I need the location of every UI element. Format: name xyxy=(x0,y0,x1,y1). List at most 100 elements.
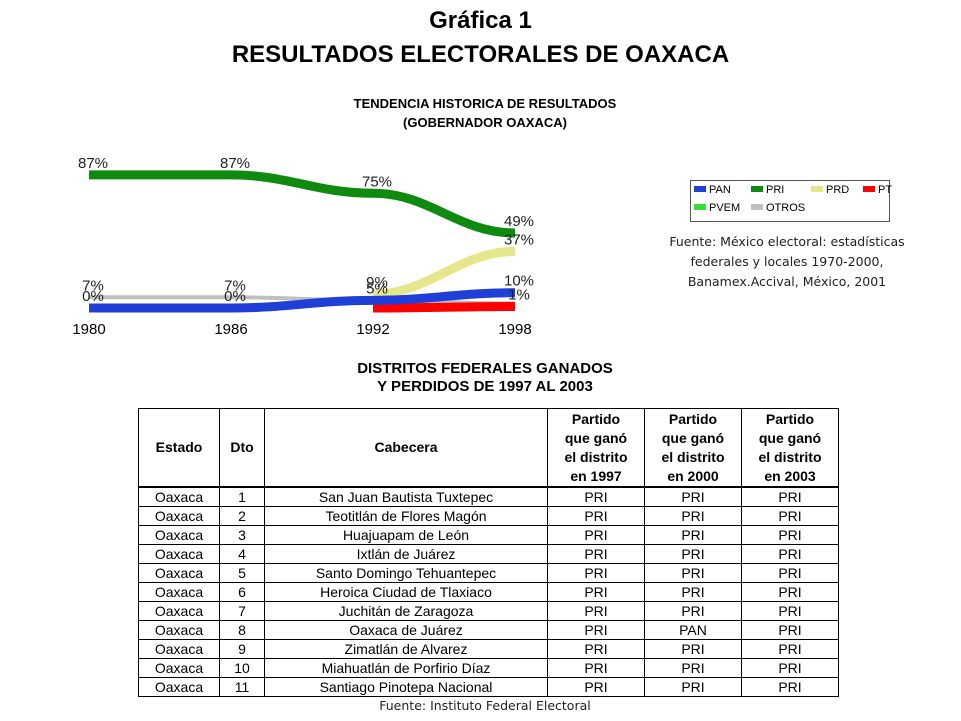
cell-dto: 3 xyxy=(219,525,265,545)
table-title: DISTRITOS FEDERALES GANADOS Y PERDIDOS D… xyxy=(300,360,670,396)
table-source-note: Fuente: Instituto Federal Electoral xyxy=(379,698,591,713)
cell-cabecera: Oaxaca de Juárez xyxy=(264,620,548,640)
cell-partido-2000: PRI xyxy=(644,563,742,583)
cell-partido-1997: PRI xyxy=(547,601,645,621)
cell-cabecera: Santo Domingo Tehuantepec xyxy=(264,563,548,583)
chart-source-line: Banamex.Accival, México, 2001 xyxy=(687,274,887,289)
cell-partido-1997: PRI xyxy=(547,582,645,602)
header-cabecera: Cabecera xyxy=(264,408,548,488)
page-title: Gráfica 1 xyxy=(429,7,532,34)
cell-estado: Oaxaca xyxy=(138,677,220,697)
legend-item: PT xyxy=(863,184,892,197)
cell-cabecera: Huajuapam de León xyxy=(264,525,548,545)
page-subtitle: RESULTADOS ELECTORALES DE OAXACA xyxy=(231,41,730,68)
header-line: en 2003 xyxy=(764,467,816,484)
header-line: en 1997 xyxy=(570,467,622,484)
cell-partido-2003: PRI xyxy=(741,677,839,697)
x-tick-label: 1992 xyxy=(356,321,389,338)
header-line: que ganó xyxy=(758,429,822,446)
cell-dto: 10 xyxy=(219,658,265,678)
legend-label: PRD xyxy=(826,184,850,196)
legend-label: PRI xyxy=(766,184,785,196)
cell-estado: Oaxaca xyxy=(138,582,220,602)
cell-partido-1997: PRI xyxy=(547,677,645,697)
legend-swatch xyxy=(694,186,706,192)
header-line: Partido xyxy=(765,410,815,427)
cell-dto: 2 xyxy=(219,506,265,526)
data-label: 75% xyxy=(362,173,392,190)
header-line: el distrito xyxy=(661,448,725,465)
cell-estado: Oaxaca xyxy=(138,506,220,526)
cell-partido-1997: PRI xyxy=(547,544,645,564)
cell-partido-2000: PRI xyxy=(644,601,742,621)
header-line: Partido xyxy=(668,410,718,427)
cell-dto: 4 xyxy=(219,544,265,564)
cell-dto: 11 xyxy=(219,677,265,697)
cell-dto: 8 xyxy=(219,620,265,640)
cell-partido-2003: PRI xyxy=(741,620,839,640)
cell-estado: Oaxaca xyxy=(138,639,220,659)
table-body: Oaxaca 1 San Juan Bautista Tuxtepec PRI PRI P… xyxy=(138,486,839,697)
header-line: el distrito xyxy=(758,448,822,465)
x-tick-label: 1980 xyxy=(72,321,105,338)
table-header-row: Estado Dto Cabecera Partido que ganó el … xyxy=(138,408,839,488)
data-label: 87% xyxy=(220,155,250,172)
legend-swatch xyxy=(751,204,763,210)
legend-item: OTROS xyxy=(751,202,805,215)
table-row: Oaxaca 8 Oaxaca de Juárez PRI PAN PRI xyxy=(138,620,839,640)
cell-partido-1997: PRI xyxy=(547,563,645,583)
header-partido-2000: Partido que ganó el distrito en 2000 xyxy=(644,408,742,488)
legend-label: PT xyxy=(878,184,893,196)
cell-partido-2000: PRI xyxy=(644,506,742,526)
legend-item: PRD xyxy=(811,184,849,197)
cell-estado: Oaxaca xyxy=(138,525,220,545)
table-row: Oaxaca 9 Zimatlán de Alvarez PRI PRI PRI xyxy=(138,639,839,659)
chart-subtitle-line: (GOBERNADOR OAXACA) xyxy=(403,115,567,130)
series-line-otros xyxy=(89,295,516,306)
cell-partido-2000: PRI xyxy=(644,486,742,507)
chart-source-line: federales y locales 1970-2000, xyxy=(690,254,884,269)
chart-source-line: Fuente: México electoral: estadísticas xyxy=(669,234,905,249)
data-label: 5% xyxy=(366,280,388,297)
data-label: 7% xyxy=(224,277,246,294)
chart-source-note: Fuente: México electoral: estadísticas f… xyxy=(652,232,922,292)
table-row: Oaxaca 1 San Juan Bautista Tuxtepec PRI PRI P… xyxy=(138,486,839,507)
series-line-pan xyxy=(88,288,516,313)
header-estado: Estado xyxy=(138,408,220,488)
data-label: 0% xyxy=(82,288,104,305)
cell-cabecera: Zimatlán de Alvarez xyxy=(264,639,548,659)
cell-partido-2000: PRI xyxy=(644,639,742,659)
data-label: 10% xyxy=(504,273,534,290)
table-row: Oaxaca 6 Heroica Ciudad de Tlaxiaco PRI PRI P… xyxy=(138,582,839,602)
legend-item: PRI xyxy=(751,184,784,197)
table-row: Oaxaca 4 Ixtlán de Juárez PRI PRI PRI xyxy=(138,544,839,564)
chart-title: TENDENCIA HISTORICA DE RESULTADOS (GOBER… xyxy=(290,94,680,132)
cell-partido-2003: PRI xyxy=(741,525,839,545)
cell-partido-2000: PRI xyxy=(644,677,742,697)
cell-partido-2003: PRI xyxy=(741,582,839,602)
data-label: 1% xyxy=(508,286,530,303)
cell-partido-1997: PRI xyxy=(547,639,645,659)
cell-estado: Oaxaca xyxy=(138,620,220,640)
cell-partido-1997: PRI xyxy=(547,506,645,526)
cell-estado: Oaxaca xyxy=(138,658,220,678)
cell-partido-2003: PRI xyxy=(741,506,839,526)
cell-partido-2003: PRI xyxy=(741,601,839,621)
legend-label: OTROS xyxy=(766,202,806,214)
table-title-line: Y PERDIDOS DE 1997 AL 2003 xyxy=(377,378,593,395)
cell-estado: Oaxaca xyxy=(138,601,220,621)
cell-partido-2003: PRI xyxy=(741,658,839,678)
cell-partido-2000: PRI xyxy=(644,544,742,564)
cell-estado: Oaxaca xyxy=(138,544,220,564)
data-label: 9% xyxy=(366,274,388,291)
legend-swatch xyxy=(751,186,763,192)
cell-cabecera: Juchitán de Zaragoza xyxy=(264,601,548,621)
legend-item: PAN xyxy=(694,184,731,197)
header-partido-1997: Partido que ganó el distrito en 1997 xyxy=(547,408,645,488)
x-tick-label: 1998 xyxy=(498,321,531,338)
table-title-line: DISTRITOS FEDERALES GANADOS xyxy=(357,360,613,377)
series-line-pt xyxy=(372,301,516,313)
data-label: 7% xyxy=(82,277,104,294)
header-line: el distrito xyxy=(564,448,628,465)
cell-dto: 7 xyxy=(219,601,265,621)
